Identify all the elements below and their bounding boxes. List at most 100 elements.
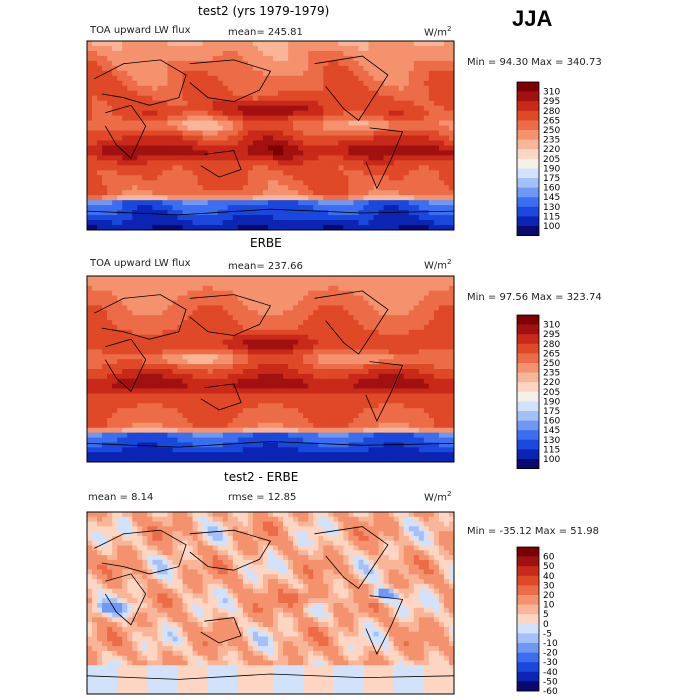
colorbar-swatch	[517, 575, 539, 586]
colorbar-swatch	[517, 168, 539, 179]
colorbar-swatch	[517, 662, 539, 673]
colorbar-swatch	[517, 623, 539, 634]
panel1-units: W/m2	[424, 25, 452, 39]
coastline	[189, 529, 272, 571]
coastline	[86, 673, 455, 680]
colorbar-tick-label: 235	[543, 369, 560, 379]
colorbar-tick-label: 130	[543, 203, 560, 213]
colorbar-tick-label: -10	[543, 639, 558, 649]
panel1-minmax: Min = 94.30 Max = 340.73	[467, 57, 602, 68]
colorbar-swatch	[517, 401, 539, 412]
colorbar-tick-label: 175	[543, 174, 560, 184]
coastline	[189, 59, 272, 102]
colorbar-tick-label: 100	[543, 222, 560, 232]
panel3-title: test2 - ERBE	[224, 470, 299, 484]
coastline	[86, 208, 455, 216]
coastline	[200, 383, 242, 411]
colorbar-1: 3102952802652502352202051901751601451301…	[516, 81, 560, 237]
panel1-title: test2 (yrs 1979-1979)	[198, 4, 330, 18]
coastline	[314, 526, 389, 589]
colorbar-swatch	[517, 363, 539, 373]
colorbar-tick-label: 265	[543, 116, 560, 126]
colorbar-swatch	[517, 595, 539, 605]
coastline	[104, 104, 147, 159]
coastline	[94, 294, 187, 340]
coastline	[104, 338, 147, 392]
colorbar-swatch	[517, 91, 539, 102]
coastline	[200, 617, 242, 644]
colorbar-tick-label: 5	[543, 610, 549, 620]
panel3-mean: mean = 8.14	[88, 492, 154, 503]
coastline	[104, 573, 147, 626]
colorbar-tick-label: 295	[543, 97, 560, 107]
colorbar-tick-label: 175	[543, 407, 560, 417]
colorbar-tick-label: 130	[543, 436, 560, 446]
coastline	[94, 529, 187, 575]
colorbar-swatch	[517, 633, 539, 644]
coastline	[365, 361, 404, 423]
colorbar-tick-label: -40	[543, 668, 558, 678]
colorbar-tick-label: 10	[543, 601, 555, 611]
colorbar-swatch	[517, 643, 539, 653]
colorbar-tick-label: 145	[543, 193, 560, 203]
colorbar-tick-label: 250	[543, 359, 560, 369]
colorbar-swatch	[517, 681, 539, 692]
colorbar-swatch	[517, 556, 539, 567]
colorbar-tick-label: 0	[543, 620, 549, 630]
colorbar-swatch	[517, 411, 539, 421]
colorbar-swatch	[517, 652, 539, 663]
colorbar-tick-label: 190	[543, 164, 560, 174]
colorbar-swatch	[517, 372, 539, 383]
coastline	[314, 290, 389, 355]
colorbar-tick-label: 190	[543, 397, 560, 407]
colorbar-swatch	[517, 449, 539, 460]
colorbar-swatch	[517, 130, 539, 140]
coastline	[189, 294, 272, 336]
colorbar-tick-label: 115	[543, 445, 560, 455]
map-panel-3	[86, 511, 455, 695]
colorbar-swatch	[517, 585, 539, 596]
colorbar-tick-label: 205	[543, 388, 560, 398]
colorbar-swatch	[517, 391, 539, 402]
colorbar-swatch	[517, 101, 539, 112]
coastline	[94, 59, 187, 106]
colorbar-swatch	[517, 430, 539, 441]
colorbar-swatch	[517, 120, 539, 131]
colorbar-swatch	[517, 566, 539, 577]
colorbar-tick-label: -50	[543, 677, 558, 687]
panel2-field-label: TOA upward LW flux	[90, 258, 191, 269]
coastline	[365, 595, 404, 655]
colorbar-swatch	[517, 324, 539, 335]
colorbar-swatch	[517, 353, 539, 364]
map-panel-1	[86, 40, 455, 231]
colorbar-swatch	[517, 614, 539, 625]
coastline	[200, 150, 242, 178]
colorbar-swatch	[517, 197, 539, 208]
panel2-minmax: Min = 97.56 Max = 323.74	[467, 292, 602, 303]
colorbar-swatch	[517, 139, 539, 150]
colorbar-swatch	[517, 178, 539, 188]
colorbar-tick-label: -30	[543, 658, 558, 668]
colorbar-swatch	[517, 315, 539, 325]
colorbar-tick-label: 220	[543, 145, 560, 155]
colorbar-swatch	[517, 604, 539, 615]
colorbar-tick-label: 310	[543, 88, 560, 98]
colorbar-swatch	[517, 671, 539, 682]
colorbar-tick-label: 295	[543, 330, 560, 340]
colorbar-swatch	[517, 226, 539, 236]
panel2-units: W/m2	[424, 258, 452, 272]
colorbar-tick-label: 220	[543, 378, 560, 388]
colorbar-tick-label: 205	[543, 155, 560, 165]
colorbar-swatch	[517, 459, 539, 469]
colorbar-tick-label: 310	[543, 321, 560, 331]
colorbar-swatch	[517, 187, 539, 198]
coastline	[365, 127, 404, 190]
colorbar-tick-label: 280	[543, 340, 560, 350]
colorbar-tick-label: -20	[543, 649, 558, 659]
colorbar-tick-label: 160	[543, 184, 560, 194]
colorbar-tick-label: 30	[543, 581, 555, 591]
colorbar-tick-label: 265	[543, 349, 560, 359]
map-panel-2	[86, 275, 455, 463]
